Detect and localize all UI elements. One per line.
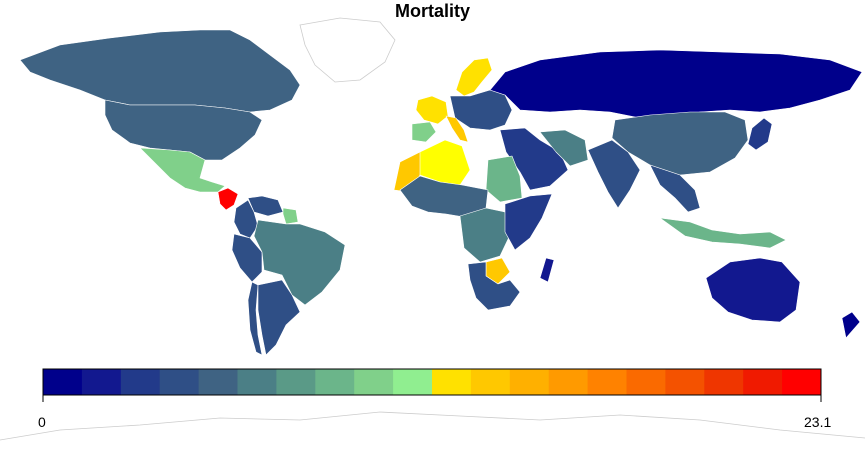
region-east-africa bbox=[504, 193, 553, 251]
legend-swatch bbox=[587, 369, 627, 395]
legend-swatch bbox=[354, 369, 394, 395]
region-scandinavia bbox=[455, 57, 493, 97]
legend-swatch bbox=[43, 369, 83, 395]
legend-swatch bbox=[120, 369, 161, 395]
region-iran bbox=[539, 129, 589, 167]
legend-swatch bbox=[315, 369, 355, 395]
legend-swatch bbox=[159, 369, 200, 395]
region-russia bbox=[489, 49, 863, 119]
region-algeria bbox=[419, 139, 471, 186]
legend-swatch bbox=[509, 369, 550, 395]
legend-swatch bbox=[470, 369, 511, 395]
region-united-states bbox=[104, 99, 263, 161]
region-peru bbox=[231, 233, 263, 283]
legend-swatch bbox=[81, 369, 122, 395]
antarctica-outline bbox=[0, 411, 865, 441]
legend-swatch bbox=[782, 369, 822, 395]
map-title: Mortality bbox=[394, 1, 470, 21]
region-spain bbox=[411, 121, 437, 143]
region-india bbox=[587, 139, 641, 209]
region-mexico bbox=[139, 147, 226, 193]
region-colombia bbox=[233, 199, 259, 239]
region-southeast-asia bbox=[649, 164, 701, 213]
region-canada bbox=[19, 29, 301, 113]
region-central-america bbox=[217, 187, 239, 211]
region-argentina bbox=[257, 279, 301, 356]
region-southern-africa bbox=[467, 261, 521, 311]
region-italy bbox=[445, 115, 469, 143]
region-guyana bbox=[282, 207, 299, 225]
legend-swatch bbox=[743, 369, 783, 395]
legend-min-label: 0 bbox=[38, 414, 46, 430]
legend-swatch bbox=[198, 369, 238, 395]
legend-swatch bbox=[626, 369, 666, 395]
region-chile bbox=[247, 281, 263, 356]
region-japan bbox=[747, 117, 773, 151]
region-france bbox=[415, 95, 449, 125]
legend-swatch bbox=[704, 369, 744, 395]
legend-frame bbox=[42, 368, 822, 396]
legend-swatch bbox=[432, 369, 472, 395]
legend-swatch bbox=[276, 369, 316, 395]
legend-max-label: 23.1 bbox=[804, 414, 832, 430]
region-indonesia bbox=[659, 217, 787, 249]
region-brazil bbox=[253, 219, 346, 306]
region-eastern-europe bbox=[449, 89, 513, 131]
region-australia bbox=[705, 257, 801, 323]
region-central-africa bbox=[459, 207, 511, 263]
legend-swatch bbox=[548, 369, 589, 395]
greenland-outline bbox=[299, 17, 396, 83]
region-new-zealand bbox=[841, 311, 861, 339]
legend-color-bar bbox=[42, 368, 822, 402]
region-madagascar bbox=[539, 257, 555, 283]
legend-swatch bbox=[393, 369, 433, 395]
legend-swatch bbox=[665, 369, 705, 395]
legend-swatch bbox=[237, 369, 277, 395]
